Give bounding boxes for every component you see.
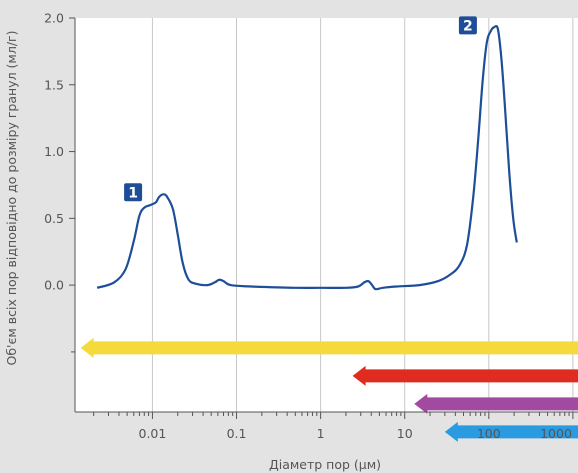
range-arrow	[414, 393, 578, 414]
axes: 0.0 0.5 1.0 1.5 2.0 0.01 0.1 1 10 100 1000	[44, 11, 578, 441]
x-tick-label: 1	[317, 426, 325, 441]
x-tick-label: 0.1	[227, 426, 247, 441]
peak-marker-box	[458, 16, 477, 35]
series-line	[96, 24, 518, 291]
peak-marker-label: 1	[128, 185, 138, 201]
range-arrow	[352, 365, 578, 386]
peak-marker-label: 2	[463, 18, 473, 34]
x-tick-label: 100	[477, 426, 501, 441]
x-tick-label: 1000	[540, 426, 572, 441]
y-tick-label: 0.5	[44, 211, 64, 226]
range-arrows	[80, 337, 578, 442]
peak-marker: 1	[124, 183, 143, 202]
range-arrow	[444, 421, 578, 442]
x-tick-label: 0.01	[139, 426, 167, 441]
peak-marker: 2	[458, 16, 477, 35]
peak-markers: 12	[124, 16, 477, 202]
y-tick-label: 1.5	[44, 77, 64, 92]
x-axis-label: Діаметр пор (µм)	[269, 457, 381, 472]
y-tick-label: 2.0	[44, 11, 64, 26]
range-arrow	[80, 337, 578, 358]
x-tick-label: 10	[397, 426, 413, 441]
series	[96, 24, 518, 291]
y-axis-label: Об'єм всіх пор відповідно до розміру гра…	[4, 31, 19, 366]
y-tick-label: 0.0	[44, 278, 64, 293]
y-tick-label: 1.0	[44, 144, 64, 159]
peak-marker-box	[124, 183, 143, 202]
